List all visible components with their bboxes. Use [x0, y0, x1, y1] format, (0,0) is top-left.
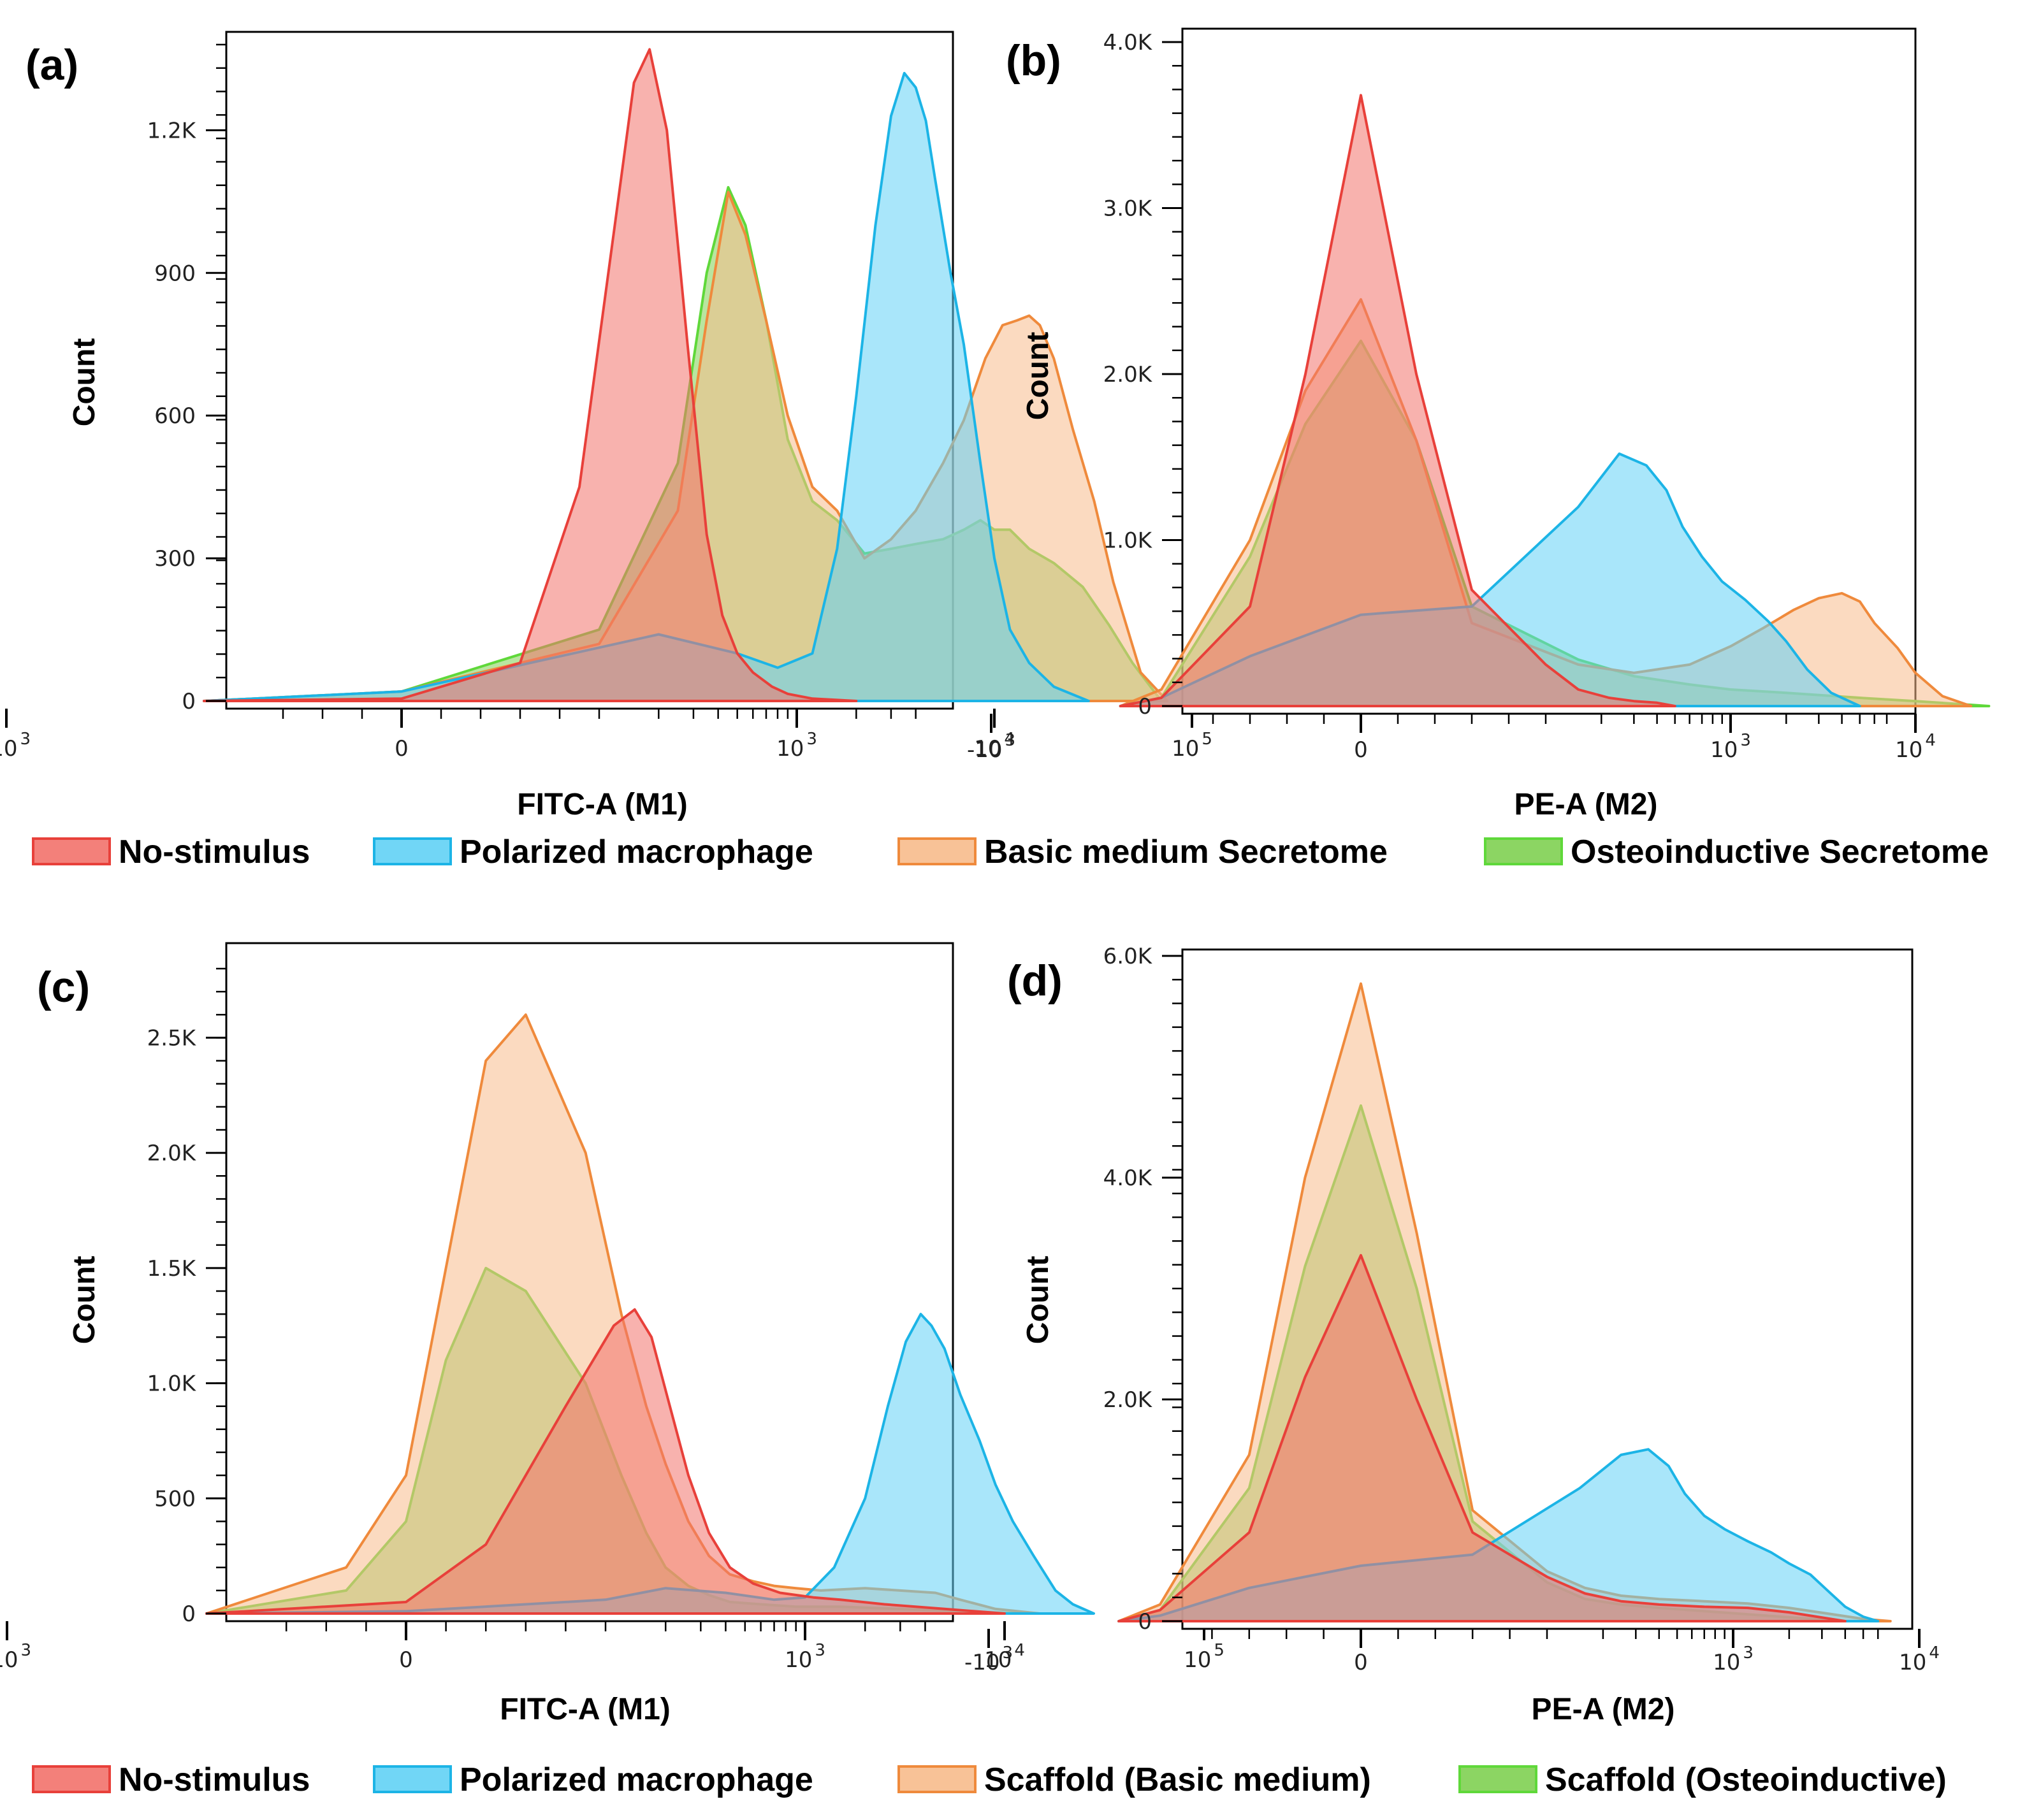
legend-label: Basic medium Secretome: [984, 834, 1388, 870]
y-tick-labels: 0 2.0K 4.0K 6.0K: [1103, 944, 1153, 1635]
legend: No-stimulus Polarized macrophage Basic med…: [32, 834, 1989, 870]
x-tick-label: -103: [0, 730, 31, 762]
legend-label: Scaffold (Osteoinductive): [1545, 1761, 1947, 1798]
plot-area: [5, 31, 1193, 728]
y-axis-title: Count: [68, 338, 101, 427]
y-tick-labels: 0 500 1.0K 1.5K 2.0K 2.5K: [147, 1025, 197, 1627]
x-tick-labels: -103 0 103 104 105: [0, 1641, 1224, 1673]
plot-area: [987, 948, 1921, 1648]
series-red-area: [1119, 94, 1676, 707]
panel-b: (b) -103 0 103 104 105 0 1.0K 2.0K 3.0K 4.0K PE-…: [967, 27, 1991, 821]
x-tick-label: 10 5: [1184, 1641, 1224, 1673]
y-tick-label: 500: [154, 1486, 196, 1512]
y-tick-label: 2.5K: [147, 1025, 197, 1051]
y-tick-label: 1.0K: [147, 1371, 197, 1397]
y-tick-label: 1.5K: [147, 1256, 197, 1282]
legend-swatch-orange: [897, 1765, 977, 1793]
y-tick-label: 0: [1138, 694, 1152, 719]
x-tick-label: 0: [399, 1647, 413, 1673]
x-tick-label: 10 4: [974, 730, 1015, 762]
series-red-area: [203, 48, 858, 702]
y-tick-label: 6.0K: [1103, 944, 1153, 969]
x-tick-label: 10 3: [1713, 1643, 1754, 1675]
y-tick-label: 4.0K: [1103, 1166, 1153, 1191]
legend-swatch-green: [1484, 837, 1563, 865]
legend-swatch-red: [32, 1765, 111, 1793]
legend: No-stimulus Polarized macrophage Scaffold …: [32, 1761, 1947, 1798]
x-tick-label: 10 3: [776, 730, 817, 762]
plot-area: [6, 942, 1205, 1640]
series-blue-area: [203, 71, 1090, 702]
x-tick-label: 0: [395, 736, 409, 762]
y-tick-label: 0: [182, 1601, 196, 1627]
panel-label: (c): [37, 963, 90, 1011]
y-tick-label: 2.0K: [147, 1141, 197, 1166]
legend-label: Polarized macrophage: [460, 834, 813, 870]
y-axis-title: Count: [68, 1256, 101, 1345]
x-tick-label: 10 4: [984, 1641, 1025, 1673]
legend-label: No-stimulus: [119, 834, 310, 870]
y-tick-labels: 0 300 600 900 1.2K: [147, 118, 197, 714]
series-red-area: [205, 1308, 1006, 1615]
legend-label: Scaffold (Basic medium): [984, 1761, 1371, 1798]
panel-a: (a) -103 0 103 104 105 0 300 600 900 1.2K FITC-A…: [0, 31, 1212, 821]
x-axis-title: PE-A (M2): [1514, 788, 1658, 821]
x-tick-label: 0: [1354, 1650, 1368, 1675]
legend-swatch-red: [32, 837, 111, 865]
panel-c: (c) -1030103104105 05001.0K1.5K2.0K2.5K …: [0, 942, 1224, 1726]
legend-swatch-blue: [373, 837, 452, 865]
legend-label: No-stimulus: [119, 1761, 310, 1798]
series-red-area: [1117, 1253, 1847, 1622]
x-tick-label: 10 3: [1710, 731, 1751, 763]
x-axis-title: FITC-A (M1): [500, 1693, 671, 1726]
y-tick-label: 3.0K: [1103, 196, 1153, 222]
y-axis-title: Count: [1021, 1256, 1055, 1345]
y-tick-label: 300: [154, 546, 196, 572]
legend-swatch-blue: [373, 1765, 452, 1793]
panel-label: (b): [1006, 36, 1061, 85]
legend-label: Polarized macrophage: [460, 1761, 813, 1798]
panel-label: (d): [1007, 957, 1063, 1005]
x-tick-labels: -103 0 103 104 105: [967, 731, 1936, 763]
x-tick-labels: -103 0 103 104 105: [964, 1643, 1940, 1675]
y-tick-label: 900: [154, 261, 196, 286]
y-axis-title: Count: [1021, 332, 1055, 421]
y-tick-label: 2.0K: [1103, 1387, 1153, 1413]
x-axis-title: FITC-A (M1): [517, 788, 688, 821]
x-tick-label: 10 4: [1899, 1643, 1940, 1675]
legend-swatch-green: [1458, 1765, 1537, 1793]
legend-swatch-orange: [897, 837, 977, 865]
y-tick-label: 600: [154, 403, 196, 429]
y-tick-label: 4.0K: [1103, 30, 1153, 55]
panel-d: (d) -103 0 103 104 105 0 2.0K 4.0K 6.0K PE-A (M…: [964, 944, 1940, 1726]
x-tick-label: -103: [0, 1641, 31, 1673]
y-tick-labels: 0 1.0K 2.0K 3.0K 4.0K: [1103, 30, 1153, 719]
x-tick-label: 10 5: [1172, 730, 1212, 762]
x-tick-label: 10 3: [785, 1641, 825, 1673]
x-tick-labels: -103 0 103 104 105: [0, 730, 1212, 762]
y-tick-label: 2.0K: [1103, 362, 1153, 387]
panel-label: (a): [25, 41, 78, 89]
y-tick-label: 1.0K: [1103, 528, 1153, 554]
x-axis-title: PE-A (M2): [1532, 1693, 1675, 1726]
y-tick-label: 1.2K: [147, 118, 197, 143]
x-tick-label: 10 4: [1895, 731, 1936, 763]
y-tick-label: 0: [182, 689, 196, 714]
y-tick-label: 0: [1138, 1609, 1152, 1635]
legend-label: Osteoinductive Secretome: [1571, 834, 1989, 870]
plot-area: [990, 27, 1991, 733]
x-tick-label: 0: [1354, 737, 1368, 763]
